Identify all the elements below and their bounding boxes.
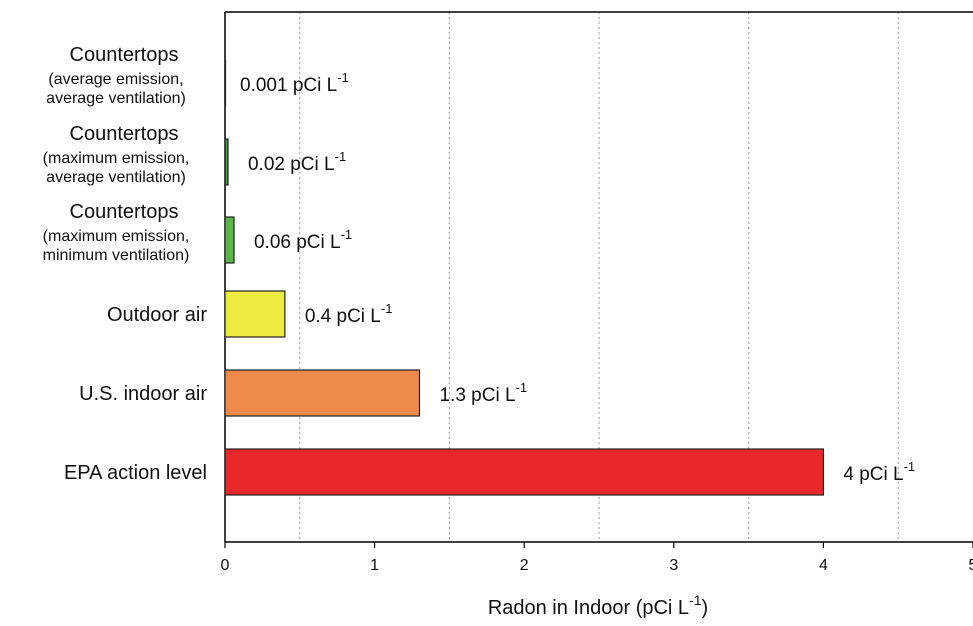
x-tick-label-0: 0 xyxy=(221,557,230,574)
bar-4 xyxy=(224,369,421,417)
bar-1 xyxy=(224,138,229,186)
category-sublabel-2-0: (maximum emission, xyxy=(43,228,190,245)
category-sublabel-1-0: (maximum emission, xyxy=(43,150,190,167)
x-axis-title: Radon in Indoor (pCi L-1) xyxy=(488,592,708,619)
x-tick-label-3: 3 xyxy=(669,557,678,574)
value-label-5: 4 pCi L-1 xyxy=(843,459,915,485)
value-label-0: 0.001 pCi L-1 xyxy=(240,70,349,96)
x-tick-label-5: 5 xyxy=(969,557,973,574)
value-label-4: 1.3 pCi L-1 xyxy=(439,380,527,406)
category-sublabel-1-1: average ventilation) xyxy=(46,169,186,186)
category-label-1: Countertops xyxy=(70,123,179,145)
category-label-3: Outdoor air xyxy=(107,304,207,326)
category-label-2: Countertops xyxy=(70,201,179,223)
x-tick-label-1: 1 xyxy=(370,557,379,574)
value-label-2: 0.06 pCi L-1 xyxy=(254,227,352,253)
category-sublabel-2-1: minimum ventilation) xyxy=(43,247,190,264)
category-label-4: U.S. indoor air xyxy=(79,383,207,405)
category-label-5: EPA action level xyxy=(64,462,207,484)
category-label-0: Countertops xyxy=(70,44,179,66)
bar-5 xyxy=(224,448,825,496)
bar-0 xyxy=(224,59,227,107)
x-tick-label-2: 2 xyxy=(520,557,529,574)
value-label-1: 0.02 pCi L-1 xyxy=(248,149,346,175)
bar-3 xyxy=(224,290,286,338)
category-sublabel-0-1: average ventilation) xyxy=(46,90,186,107)
bar-2 xyxy=(224,216,235,264)
x-tick-label-4: 4 xyxy=(819,557,828,574)
value-label-3: 0.4 pCi L-1 xyxy=(305,301,393,327)
category-sublabel-0-0: (average emission, xyxy=(48,71,183,88)
